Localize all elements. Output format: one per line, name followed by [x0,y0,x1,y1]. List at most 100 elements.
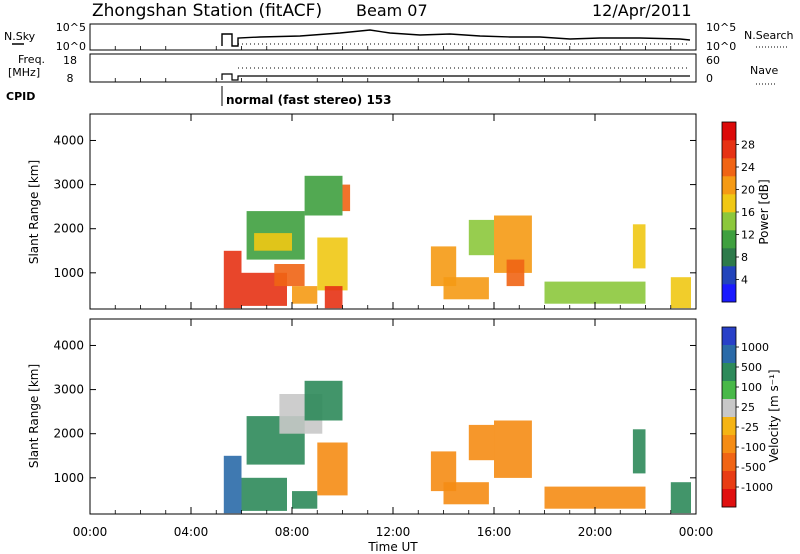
velocity-ytick-label-0: 1000 [53,471,84,485]
xtick-label-4: 16:00 [477,525,512,539]
power-colorbar-segment-4 [722,212,736,231]
power-ytick-label-0: 1000 [53,266,84,280]
velocity-colorbar-segment-3 [722,381,736,400]
xtick-label-3: 12:00 [376,525,411,539]
velocity-colorbar-tick-label-6: -500 [741,461,766,474]
power-panel-frame [89,113,697,310]
nsky-panel-frame [89,23,697,51]
power-patch-7 [317,237,348,291]
xtick-label-5: 20:00 [578,525,613,539]
xtick-label-6: 00:00 [679,525,714,539]
velocity-patch-11 [544,486,646,509]
station-title: Zhongshan Station (fitACF) [92,1,322,21]
freq-trace [221,73,690,81]
velocity-panel: 1000 2000 3000 4000 Slant Range [km] [27,318,697,515]
velocity-colorbar-tick-label-0: 1000 [741,341,769,354]
power-ytick-label-3: 4000 [53,133,84,147]
velocity-colorbar-segment-4 [722,399,736,418]
freq-panel-frame [89,53,697,83]
power-yticks: 1000 2000 3000 4000 [53,133,696,280]
date-label: 12/Apr/2011 [592,1,692,20]
velocity-ytick-label-1: 2000 [53,427,84,441]
power-patch-17 [670,277,691,309]
power-colorbar-tick-label-4: 20 [741,184,755,197]
power-ytick-label-1: 2000 [53,222,84,236]
power-ylabel: Slant Range [km] [27,160,41,264]
power-patch-5 [292,286,318,304]
power-colorbar-segment-1 [722,266,736,285]
velocity-patch-13 [670,482,691,514]
velocity-colorbar-segment-1 [722,345,736,364]
velocity-colorbar-tick-label-4: -25 [741,421,759,434]
nsearch-tick-bottom: 10^0 [706,40,736,53]
velocity-patch-10 [494,420,532,478]
nsky-tick-top: 10^5 [56,21,86,34]
power-colorbar-tick-label-2: 12 [741,229,755,242]
power-patch-15 [544,281,646,304]
velocity-colorbar-tick-label-2: 100 [741,381,762,394]
power-colorbar-tick-label-6: 28 [741,139,755,152]
velocity-ylabel: Slant Range [km] [27,364,41,468]
power-colorbar-segment-5 [722,194,736,213]
velocity-colorbar-tick-label-3: 25 [741,401,755,414]
beam-label: Beam 07 [356,1,428,20]
power-colorbar-segment-8 [722,140,736,159]
power-patch-14 [506,259,525,287]
xtick-label-1: 04:00 [174,525,209,539]
freq-label-line2: [MHz] [8,66,40,79]
power-colorbar-segment-6 [722,176,736,195]
power-patch-0 [223,250,242,309]
velocity-colorbar-segment-9 [722,489,736,508]
velocity-patch-6 [317,442,348,496]
nave-tick-top: 60 [706,54,720,67]
velocity-ytick-label-2: 3000 [53,383,84,397]
nsearch-label: N.Search [744,29,794,42]
xtick-label-0: 00:00 [73,525,108,539]
power-patch-6 [304,175,343,216]
power-colorbar-segment-7 [722,158,736,177]
velocity-patch-8 [443,482,489,505]
velocity-colorbar-label: Velocity [m s⁻¹] [767,369,781,462]
velocity-colorbar-segment-5 [722,417,736,436]
x-axis-ticks: 00:00 04:00 08:00 12:00 16:00 20:00 00:00 [73,46,714,539]
freq-tick-bottom: 8 [67,72,74,85]
power-ytick-label-2: 3000 [53,178,84,192]
velocity-patch-12 [632,429,646,474]
velocity-colorbar: 1000 500 100 25 -25 -100 -500 -1000 [721,326,773,508]
velocity-colorbar-tick-label-1: 500 [741,361,762,374]
velocity-yticks: 1000 2000 3000 4000 [53,338,696,485]
nave-tick-bottom: 0 [706,72,713,85]
power-colorbar-segment-0 [722,284,736,303]
power-patch-4 [274,264,305,287]
power-colorbar-tick-label-0: 4 [741,274,748,287]
power-panel: 1000 2000 3000 4000 Slant Range [km] [27,113,697,310]
velocity-colorbar-segment-7 [722,453,736,472]
power-patch-16 [632,224,646,269]
power-patch-12 [468,219,495,256]
velocity-colorbar-segment-0 [722,327,736,346]
power-heatmap [223,175,691,309]
power-colorbar-label: Power [dB] [757,179,771,244]
power-patch-11 [443,277,489,300]
x-axis-label: Time UT [367,540,418,554]
velocity-patch-9 [468,424,495,461]
nsky-trace [221,29,691,47]
velocity-colorbar-tick-label-5: -100 [741,441,766,454]
velocity-colorbar-segment-8 [722,471,736,490]
power-colorbar-tick-label-1: 8 [741,251,748,264]
power-colorbar-segment-9 [722,122,736,141]
nave-label: Nave [750,64,778,77]
velocity-patch-1 [241,477,287,511]
cpid-label: CPID [6,90,35,103]
xtick-label-2: 08:00 [275,525,310,539]
power-colorbar-tick-label-3: 16 [741,206,755,219]
velocity-colorbar-segment-6 [722,435,736,454]
power-patch-3 [254,233,292,251]
velocity-colorbar-tick-label-7: -1000 [741,481,773,494]
velocity-ytick-label-3: 4000 [53,338,84,352]
nsearch-tick-top: 10^5 [706,21,736,34]
power-colorbar-tick-label-5: 24 [741,161,755,174]
freq-label-line1: Freq. [18,53,45,66]
velocity-colorbar-segment-2 [722,363,736,382]
